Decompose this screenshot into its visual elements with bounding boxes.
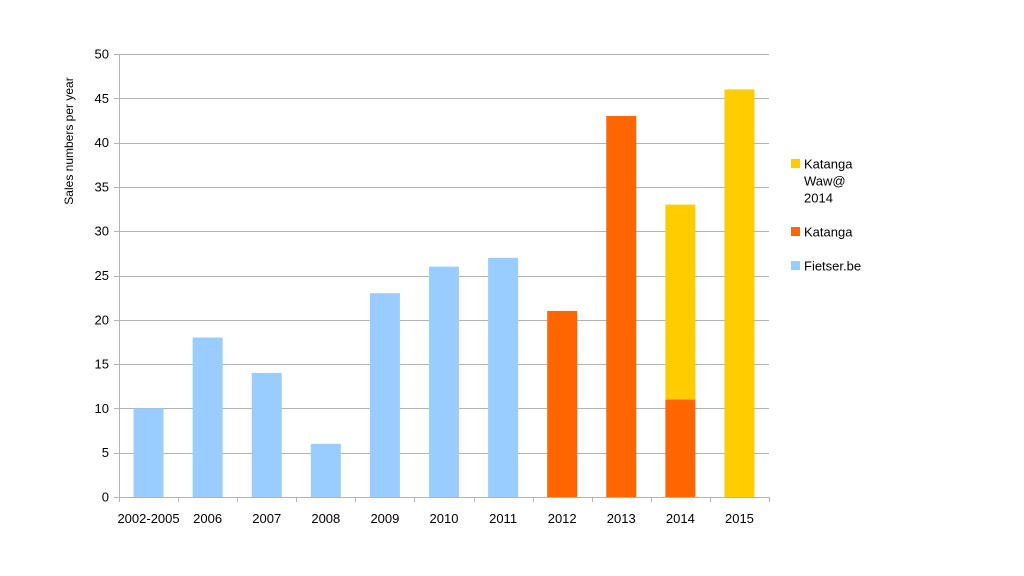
y-tick-label: 25 <box>95 268 109 283</box>
legend-swatch <box>791 261 800 270</box>
x-tick-label: 2009 <box>370 511 399 526</box>
x-tick-label: 2014 <box>666 511 695 526</box>
y-tick-label: 35 <box>95 179 109 194</box>
y-axis-title: Sales numbers per year <box>62 77 76 204</box>
bar-fietser-be-2007 <box>251 372 282 497</box>
legend-label: 2014 <box>804 191 833 206</box>
x-tick-label: 2006 <box>193 511 222 526</box>
y-tick-label: 15 <box>95 357 109 372</box>
y-tick-label: 30 <box>95 224 109 239</box>
legend-label: Katanga <box>804 157 853 172</box>
legend-swatch <box>791 159 800 168</box>
y-tick-label: 0 <box>102 490 109 505</box>
x-tick-label: 2013 <box>607 511 636 526</box>
x-tick-label: 2007 <box>252 511 281 526</box>
x-tick-labels: 2002-2005 2006 2007 2008 2009 2010 2011 2012 201… <box>117 511 753 526</box>
bar-fietser-be-2009 <box>369 293 400 497</box>
bar-katanga-waw-2014-2015 <box>724 89 755 497</box>
y-tick-label: 10 <box>95 401 109 416</box>
axes <box>114 54 770 502</box>
bars <box>133 89 755 498</box>
bar-katanga-2013 <box>606 116 637 498</box>
y-tick-label: 45 <box>95 91 109 106</box>
legend-item-katanga: Katanga <box>791 225 853 240</box>
bar-fietser-be-2011 <box>488 257 519 497</box>
bar-fietser-be-2008 <box>310 443 341 497</box>
x-tick-label: 2012 <box>548 511 577 526</box>
legend-item-katanga-waw-2014: Katanga Waw@ 2014 <box>791 157 853 206</box>
legend-swatch <box>791 227 800 236</box>
legend-label: Fietser.be <box>804 259 861 274</box>
legend: Katanga Waw@ 2014 Katanga Fietser.be <box>791 157 861 274</box>
bar-fietser-be-2010 <box>429 266 459 497</box>
x-tick-label: 2008 <box>311 511 340 526</box>
y-tick-label: 5 <box>102 445 109 460</box>
bar-katanga-2012 <box>547 310 578 497</box>
y-tick-labels: 0 5 10 15 20 25 30 35 40 45 50 <box>95 47 109 505</box>
x-tick-label: 2011 <box>489 511 517 526</box>
bar-fietser-be-2006 <box>192 337 223 497</box>
bar-fietser-be-2002-2005 <box>133 408 164 497</box>
y-tick-label: 40 <box>95 135 109 150</box>
x-tick-label: 2010 <box>430 511 459 526</box>
bar-katanga-waw-2014-2014 <box>665 204 696 400</box>
legend-item-fietser-be: Fietser.be <box>791 259 861 274</box>
legend-label: Waw@ <box>804 174 846 189</box>
y-tick-label: 20 <box>95 312 109 327</box>
bar-katanga-2014 <box>665 399 696 497</box>
x-tick-label: 2015 <box>725 511 754 526</box>
legend-label: Katanga <box>804 225 853 240</box>
x-tick-label: 2002-2005 <box>117 511 179 526</box>
y-tick-label: 50 <box>95 47 109 62</box>
